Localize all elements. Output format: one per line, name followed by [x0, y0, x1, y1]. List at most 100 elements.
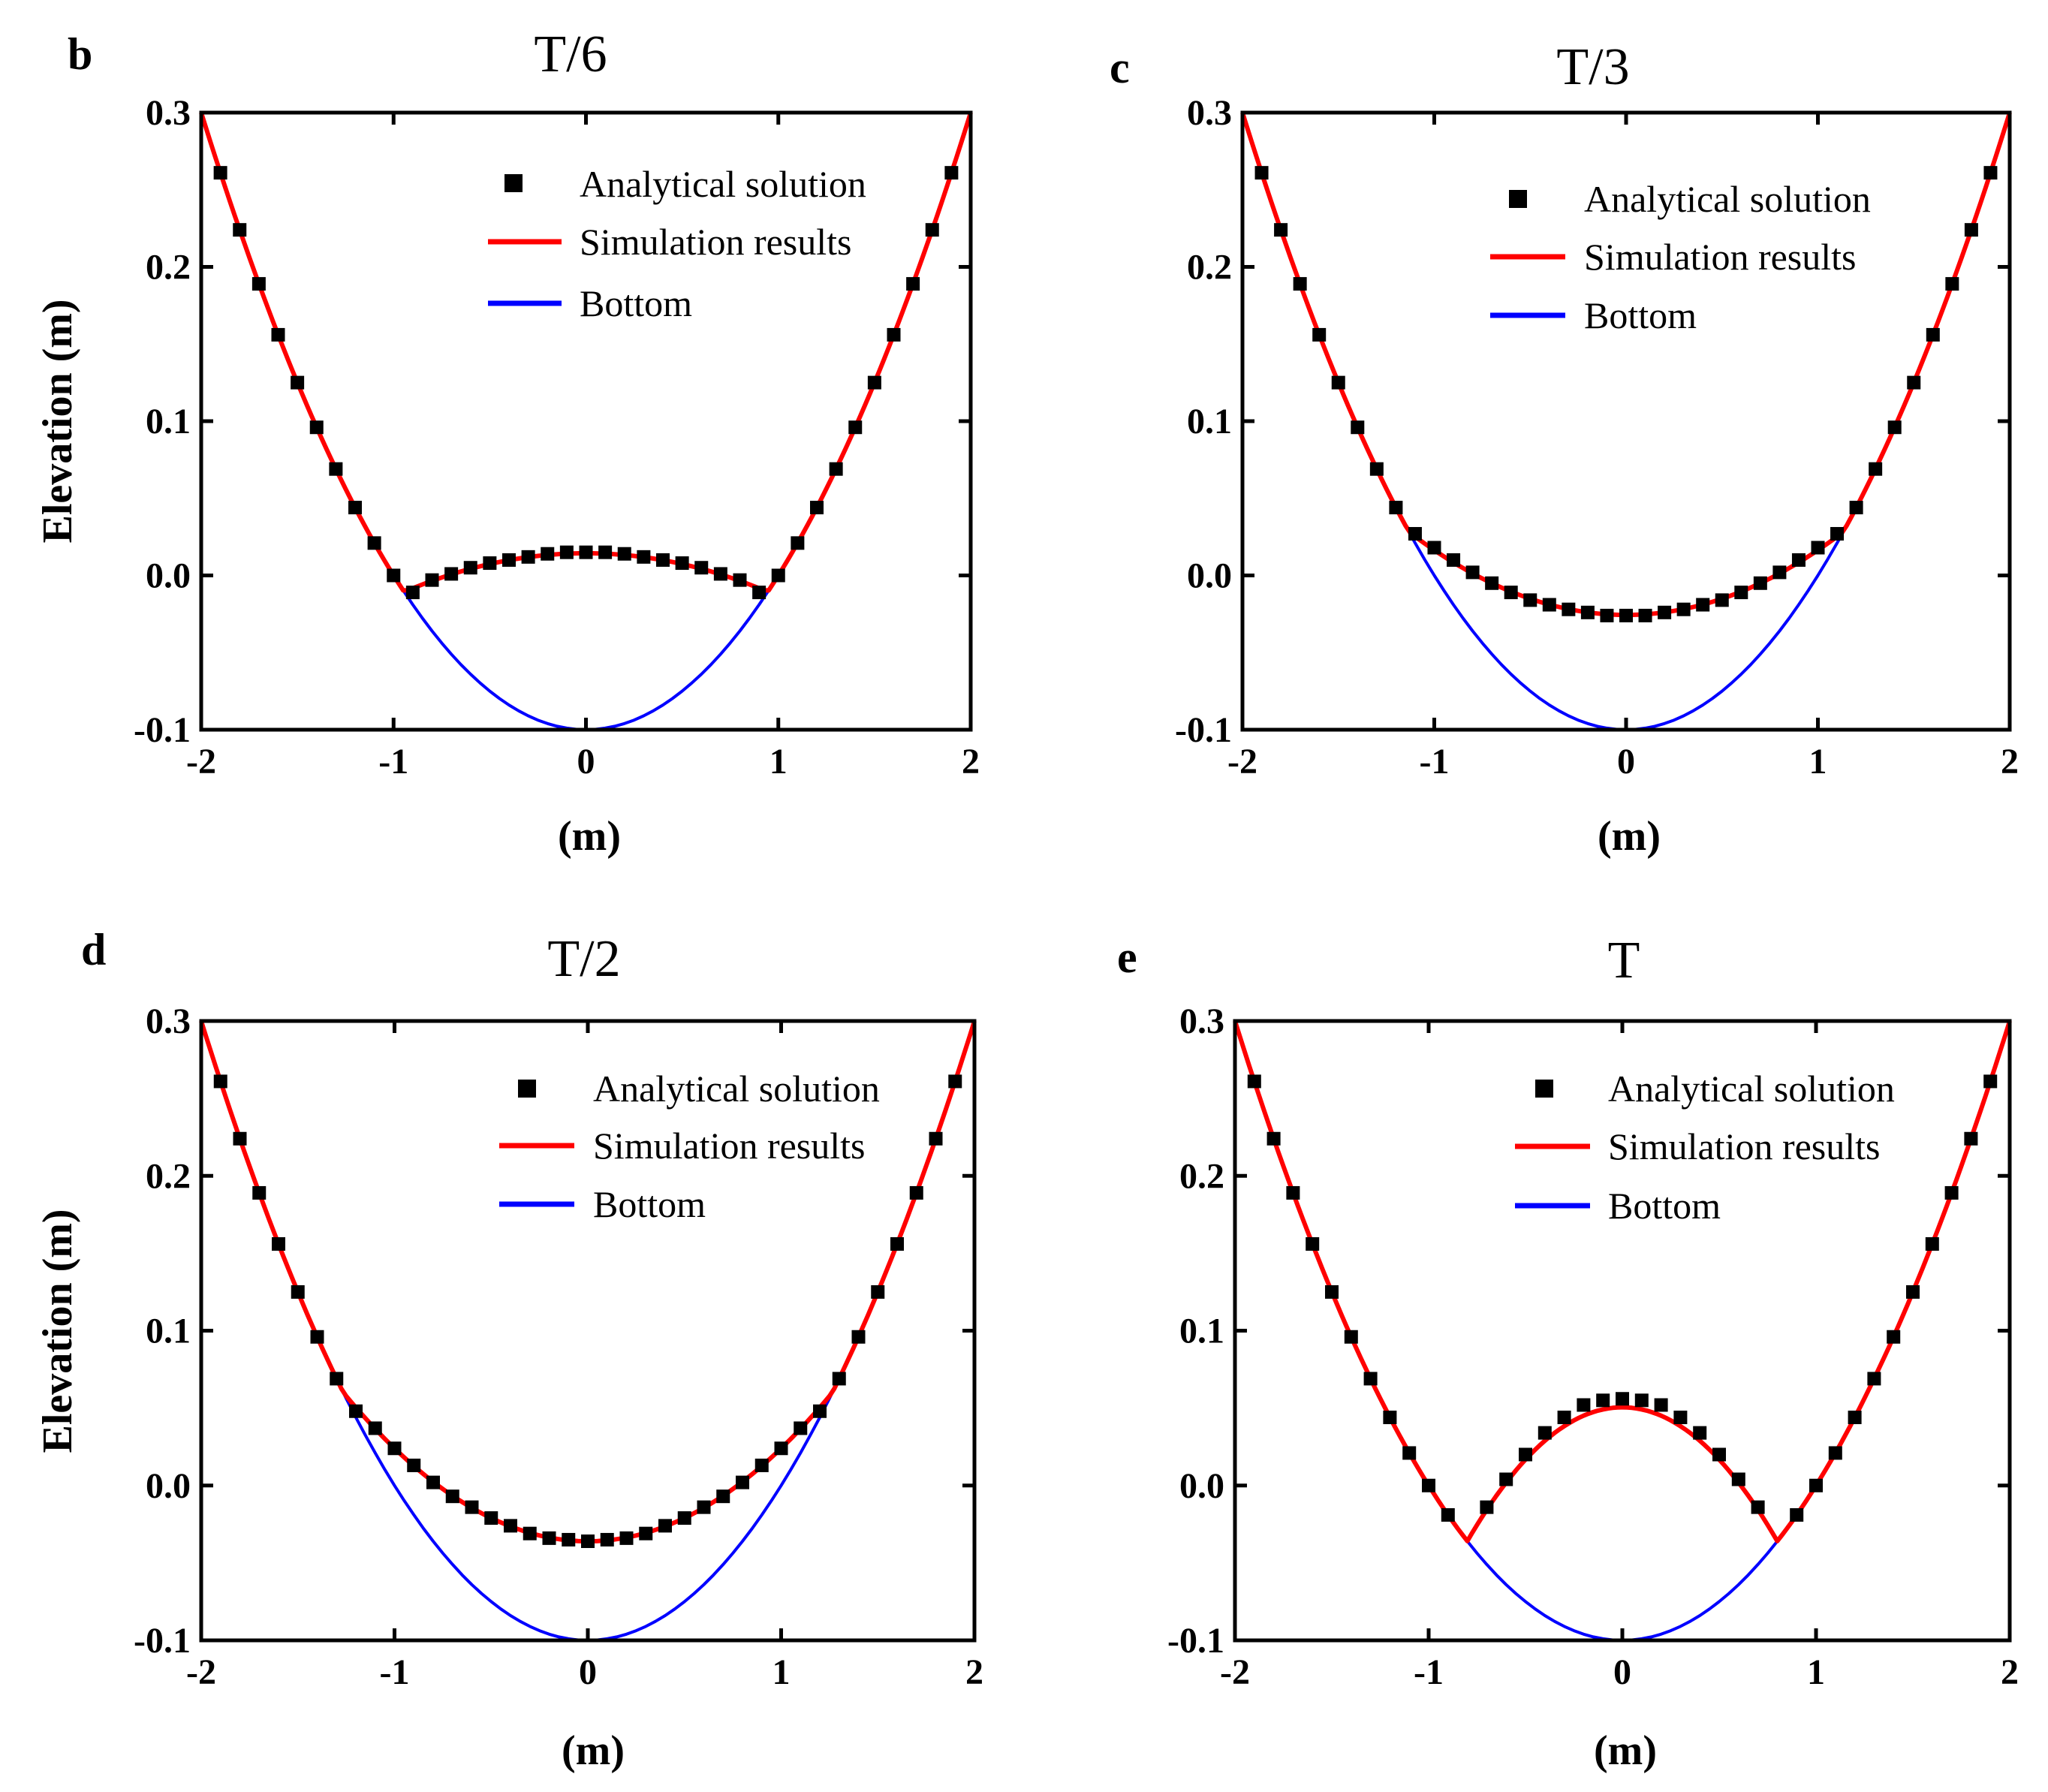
analytical-point — [581, 1534, 595, 1548]
x-tick-label: 1 — [1809, 742, 1827, 782]
y-tick-label: 0.0 — [1179, 1466, 1224, 1506]
analytical-point — [1712, 1447, 1726, 1462]
analytical-point — [1293, 277, 1307, 291]
analytical-point — [213, 1074, 227, 1089]
analytical-point — [1577, 1398, 1591, 1412]
analytical-point — [504, 1519, 517, 1533]
analytical-point — [810, 501, 824, 515]
analytical-point — [1983, 1074, 1998, 1089]
panel-c: c T/3 (m) -2 -1 0 1 2 -0.1 0.0 0.1 0.2 0.3 Analyt… — [1110, 38, 2019, 860]
analytical-point — [349, 1404, 363, 1418]
analytical-point — [694, 561, 709, 575]
x-tick-label: -2 — [186, 1652, 216, 1692]
axis-ticks: -2 -1 0 1 2 -0.1 0.0 0.1 0.2 0.3 — [1175, 93, 2019, 782]
x-axis-title: (m) — [1594, 1727, 1657, 1774]
analytical-point — [639, 1526, 653, 1541]
analytical-point — [1306, 1237, 1320, 1251]
analytical-point — [1944, 1185, 1959, 1200]
analytical-point — [1538, 1426, 1552, 1440]
analytical-point — [1731, 1472, 1745, 1486]
analytical-point — [1542, 598, 1556, 612]
analytical-point — [1791, 553, 1806, 567]
analytical-point — [867, 375, 881, 390]
analytical-point — [387, 1441, 402, 1456]
analytical-point — [523, 1526, 537, 1541]
analytical-point — [1325, 1285, 1339, 1299]
y-tick-label: 0.1 — [146, 1312, 191, 1351]
y-tick-label: -0.1 — [1175, 710, 1232, 750]
analytical-point — [1887, 1330, 1901, 1344]
analytical-point — [329, 462, 343, 476]
y-tick-label: 0.3 — [1179, 1001, 1224, 1041]
x-tick-label: 0 — [579, 1652, 597, 1692]
y-tick-label: 0.1 — [1179, 1312, 1224, 1351]
analytical-point — [368, 1421, 382, 1435]
analytical-point — [637, 550, 651, 564]
analytical-point — [675, 556, 689, 571]
legend-marker-analytical — [504, 174, 523, 192]
panel-title: T/3 — [1556, 38, 1629, 96]
analytical-point — [851, 1330, 866, 1344]
analytical-point — [271, 327, 285, 342]
analytical-point — [1658, 605, 1672, 619]
analytical-point — [367, 536, 381, 550]
analytical-point — [309, 420, 324, 435]
analytical-point — [871, 1285, 885, 1299]
analytical-markers — [1254, 166, 1998, 622]
analytical-point — [617, 547, 631, 561]
panel-title: T — [1608, 932, 1640, 989]
analytical-point — [521, 550, 535, 564]
y-tick-label: 0.2 — [1179, 1156, 1224, 1196]
analytical-point — [426, 1475, 440, 1489]
analytical-point — [407, 1458, 421, 1472]
analytical-point — [774, 1441, 788, 1456]
y-tick-label: 0.0 — [146, 1466, 191, 1506]
analytical-markers — [213, 166, 959, 600]
analytical-point — [813, 1404, 827, 1418]
analytical-point — [1715, 593, 1729, 607]
analytical-point — [1389, 501, 1403, 515]
analytical-point — [1402, 1446, 1417, 1460]
analytical-point — [697, 1500, 711, 1514]
analytical-point — [1809, 1478, 1823, 1492]
analytical-point — [600, 1532, 614, 1547]
panel-letter: c — [1110, 43, 1130, 92]
analytical-point — [1441, 1507, 1455, 1522]
x-tick-label: 1 — [773, 1652, 791, 1692]
analytical-point — [291, 375, 305, 390]
analytical-point — [1830, 527, 1845, 541]
x-tick-label: -1 — [380, 1652, 410, 1692]
analytical-point — [794, 1421, 808, 1435]
analytical-point — [598, 545, 613, 559]
x-tick-label: 2 — [965, 1652, 983, 1692]
y-tick-label: 0.2 — [1187, 248, 1232, 288]
legend-label-analytical: Analytical solution — [1584, 178, 1871, 220]
y-tick-label: -0.1 — [134, 1621, 191, 1661]
analytical-point — [465, 1500, 479, 1514]
analytical-point — [1945, 277, 1959, 291]
y-tick-label: 0.1 — [1187, 402, 1232, 441]
analytical-point — [677, 1511, 691, 1525]
analytical-point — [1790, 1507, 1804, 1522]
analytical-point — [658, 1519, 672, 1533]
analytical-point — [619, 1531, 634, 1545]
legend-marker-analytical — [518, 1080, 536, 1098]
analytical-point — [310, 1330, 324, 1344]
y-tick-label: 0.3 — [146, 1001, 191, 1041]
x-tick-label: 0 — [577, 742, 595, 782]
analytical-point — [1465, 565, 1480, 580]
analytical-point — [579, 545, 593, 559]
y-tick-label: -0.1 — [134, 710, 191, 750]
x-tick-label: -2 — [1227, 742, 1257, 782]
analytical-point — [1369, 462, 1384, 476]
x-tick-label: -1 — [378, 742, 408, 782]
analytical-point — [330, 1372, 344, 1386]
analytical-point — [405, 586, 420, 600]
analytical-point — [1619, 608, 1633, 622]
analytical-point — [213, 166, 227, 180]
analytical-point — [1634, 1393, 1649, 1408]
analytical-point — [1673, 1411, 1688, 1424]
legend-label-analytical: Analytical solution — [1608, 1068, 1895, 1110]
panel-title: T/2 — [547, 930, 620, 988]
